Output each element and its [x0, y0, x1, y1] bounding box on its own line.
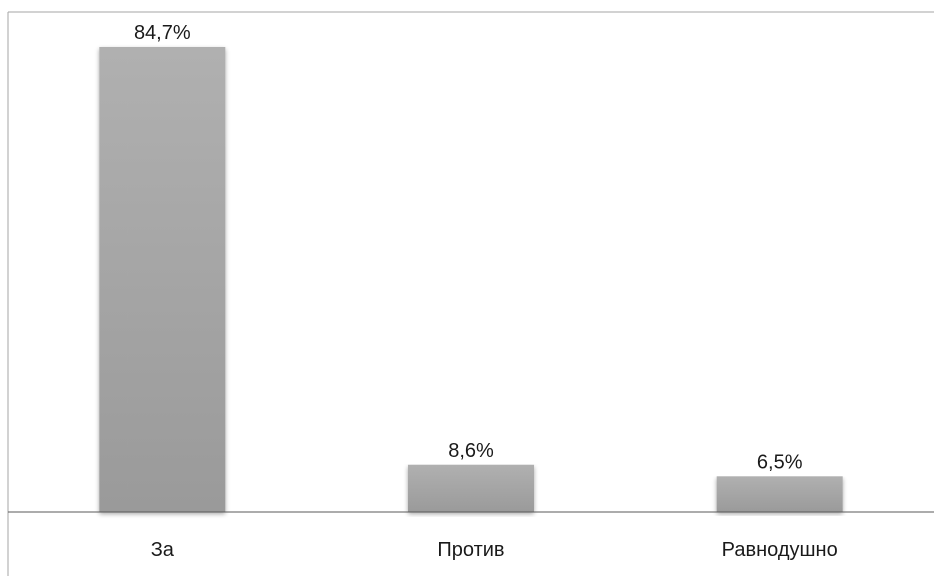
category-label-0: За [151, 539, 175, 561]
bar-0 [99, 47, 226, 512]
data-label-0: 84,7% [134, 22, 191, 44]
data-labels-group: 84,7% 8,6% 6,5% [134, 22, 803, 473]
category-labels-group: За Против Равнодушно [151, 539, 838, 561]
data-label-2: 6,5% [757, 451, 803, 473]
category-label-2: Равнодушно [722, 539, 838, 561]
bar-1 [408, 464, 534, 512]
data-label-1: 8,6% [448, 440, 494, 462]
bar-2 [716, 476, 843, 512]
bars-group [99, 47, 843, 512]
category-label-1: Против [437, 539, 504, 561]
